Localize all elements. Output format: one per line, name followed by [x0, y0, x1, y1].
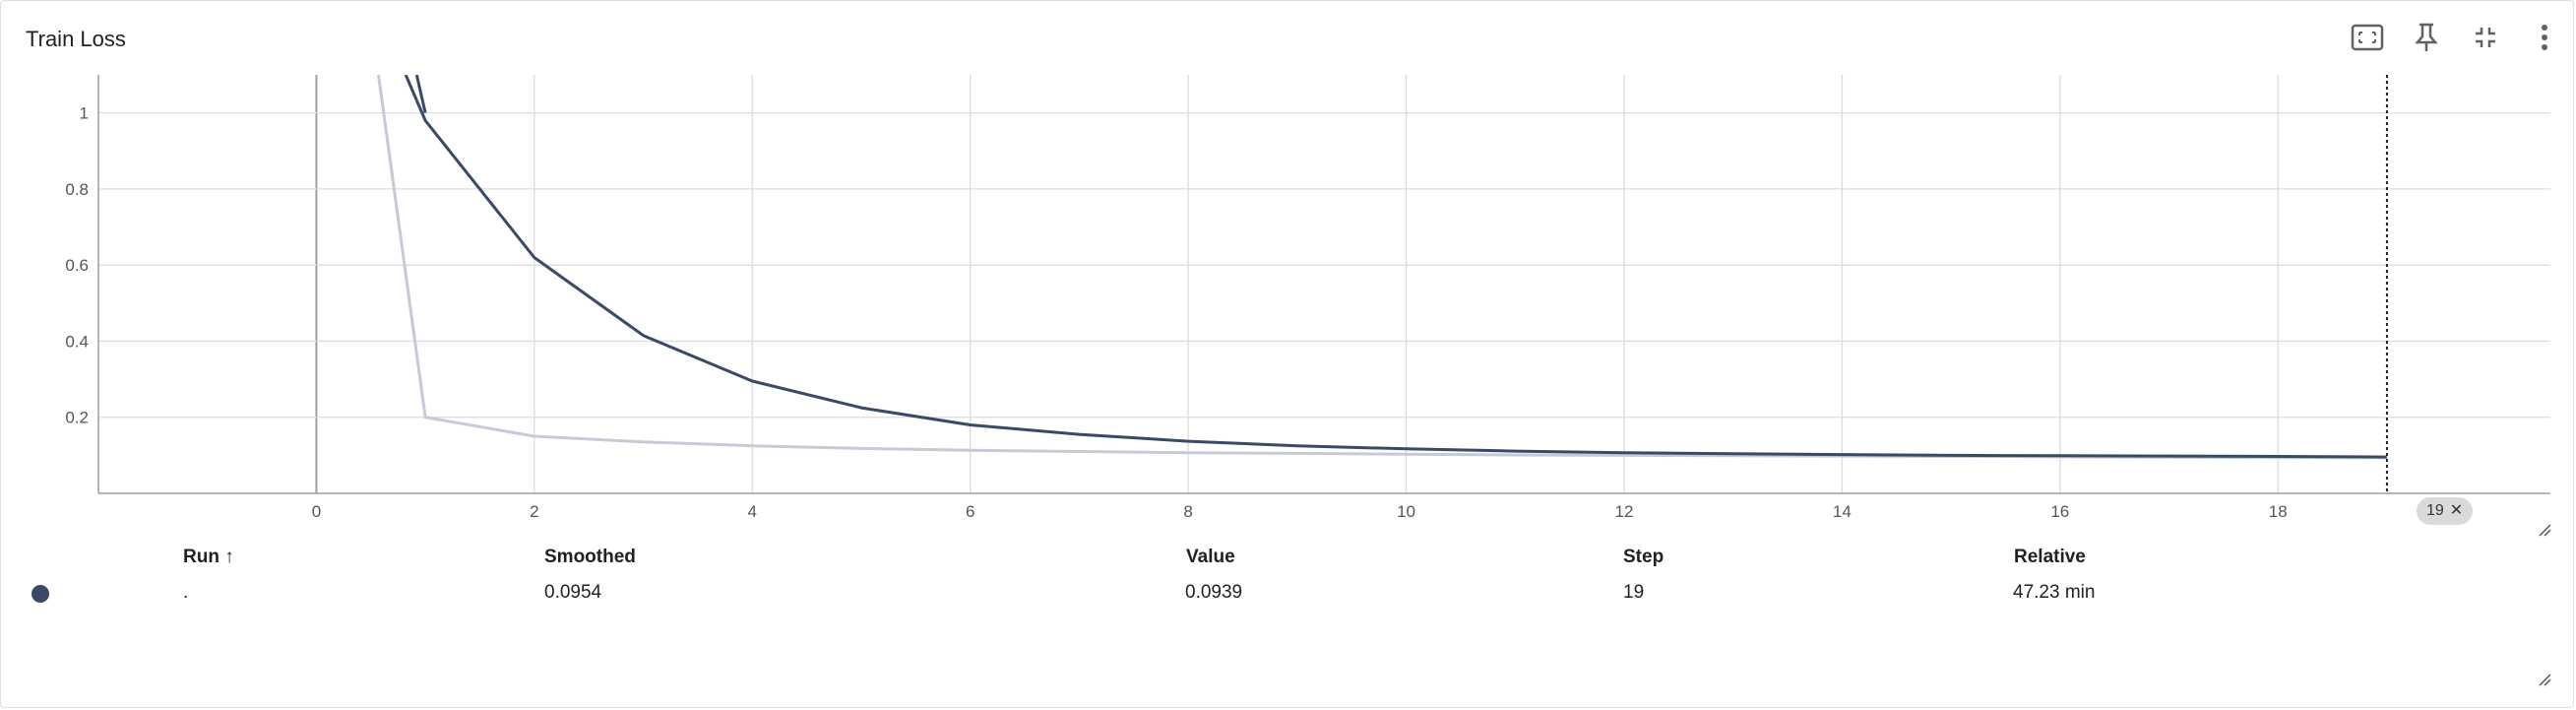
header-run[interactable]: Run ↑ [183, 547, 234, 567]
fit-domain-icon [2351, 24, 2384, 51]
series-line-raw [377, 75, 2387, 460]
x-tick-label: 10 [1397, 502, 1415, 521]
series-line-smoothed-tail [414, 75, 427, 113]
x-tick-label: 6 [966, 502, 974, 521]
step-cursor-badge[interactable]: 19 ✕ [2417, 497, 2474, 525]
y-tick-label: 0.6 [65, 256, 89, 275]
x-tick-label: 12 [1614, 502, 1633, 521]
more-options-button[interactable] [2528, 21, 2561, 54]
x-tick-label: 4 [748, 502, 757, 521]
y-tick-label: 0.4 [65, 332, 89, 351]
cell-run: . [183, 582, 189, 603]
x-tick-label: 16 [2050, 502, 2069, 521]
close-icon[interactable]: ✕ [2449, 502, 2464, 519]
step-cursor-label: 19 [2426, 502, 2444, 519]
cell-value: 0.0939 [1185, 582, 1243, 603]
loss-line-chart[interactable]: 0 2 4 6 8 10 12 14 16 18 0.2 0.4 0.6 0.8 1 [1, 60, 2576, 533]
run-color-dot [31, 585, 49, 603]
x-tick-label: 0 [312, 502, 321, 521]
header-smoothed[interactable]: Smoothed [544, 547, 636, 567]
collapse-button[interactable] [2469, 21, 2502, 54]
header-value[interactable]: Value [1186, 547, 1235, 567]
header-relative[interactable]: Relative [2014, 547, 2086, 567]
x-tick-label: 8 [1183, 502, 1192, 521]
card-title: Train Loss [26, 27, 126, 51]
chart-resize-handle-icon[interactable] [2538, 523, 2551, 537]
cell-step: 19 [1623, 582, 1645, 603]
fit-domain-button[interactable] [2351, 21, 2384, 54]
x-tick-label: 2 [530, 502, 538, 521]
y-tick-label: 1 [80, 104, 89, 123]
more-vert-icon [2542, 25, 2547, 50]
card-resize-handle-icon[interactable] [2538, 673, 2551, 686]
x-tick-label: 18 [2269, 502, 2288, 521]
y-tick-label: 0.2 [65, 409, 89, 427]
collapse-icon [2476, 28, 2495, 47]
series-line-smoothed [404, 75, 2387, 459]
card-toolbar [2351, 21, 2561, 54]
pin-button[interactable] [2410, 21, 2443, 54]
y-tick-label: 0.8 [65, 180, 89, 199]
cell-smoothed: 0.0954 [544, 582, 602, 603]
x-tick-label: 14 [1833, 502, 1852, 521]
header-step[interactable]: Step [1623, 547, 1665, 567]
pin-icon [2415, 23, 2438, 51]
cell-relative: 47.23 min [2013, 582, 2096, 603]
